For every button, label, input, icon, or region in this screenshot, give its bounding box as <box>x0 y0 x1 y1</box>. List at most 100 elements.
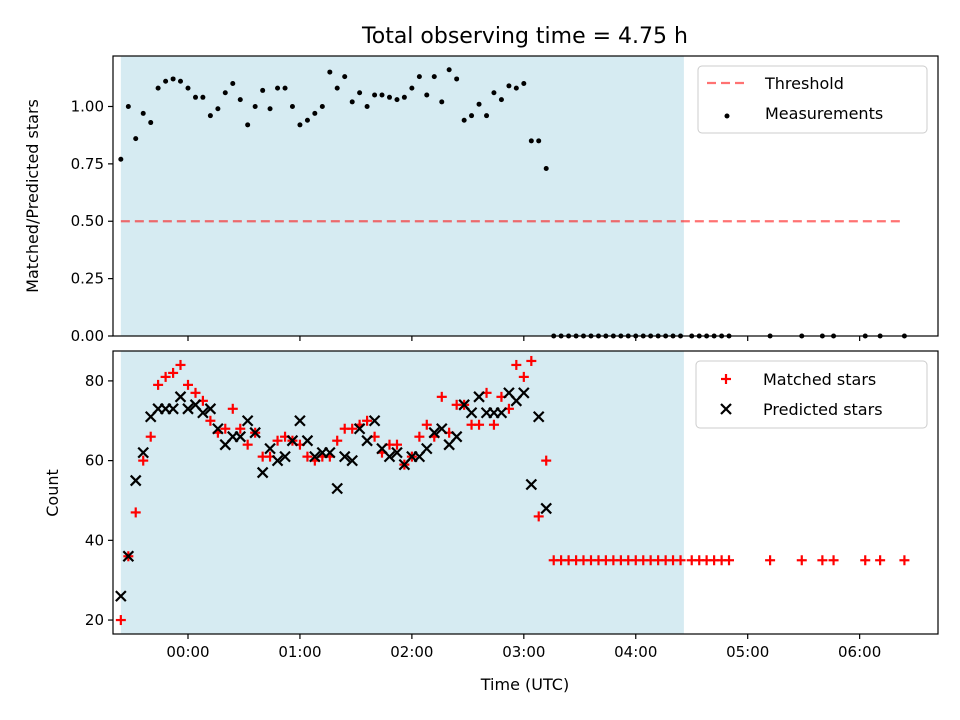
measurement-point <box>267 106 273 112</box>
matched-star-point <box>130 507 141 518</box>
predicted-star-point <box>518 387 530 399</box>
matched-star-point <box>488 419 499 430</box>
predicted-star-point <box>301 434 314 447</box>
matched-star-point <box>145 431 156 442</box>
predicted-star-point <box>420 442 433 455</box>
predicted-star-point <box>465 407 478 419</box>
predicted-star-point <box>294 414 306 427</box>
predicted-star-point <box>234 430 247 443</box>
measurement-point <box>513 85 519 91</box>
measurement-point <box>528 138 534 144</box>
measurement-point <box>222 90 228 96</box>
predicted-star-point <box>383 450 396 463</box>
measurement-point <box>260 87 266 93</box>
measurement-point <box>252 103 258 109</box>
measurement-point <box>401 94 407 100</box>
legend-matched-swatch <box>721 374 731 384</box>
measurement-point <box>125 103 131 109</box>
bottom-ytick-label: 60 <box>85 452 104 470</box>
measurement-point <box>379 92 385 98</box>
bottom-xtick-label: 02:00 <box>390 643 433 661</box>
bottom-xtick-label: 03:00 <box>502 643 545 661</box>
measurement-point <box>207 113 213 119</box>
top-ytick-label: 0.50 <box>71 212 104 230</box>
matched-star-point <box>817 555 828 566</box>
predicted-star-point <box>212 422 224 435</box>
top-ytick-label: 1.00 <box>71 97 104 115</box>
measurement-point <box>394 97 400 103</box>
matched-star-point <box>175 359 186 370</box>
predicted-star-point <box>256 466 269 479</box>
top-plot-frame <box>112 55 939 337</box>
predicted-star-point <box>532 410 545 423</box>
measurement-point <box>140 110 146 116</box>
matched-star-point <box>796 555 807 566</box>
predicted-star-point <box>122 550 135 563</box>
predicted-star-point <box>204 403 217 415</box>
predicted-star-point <box>391 446 403 459</box>
chart-title: Total observing time = 4.75 h <box>361 24 688 49</box>
measurement-point <box>282 85 288 91</box>
measurement-point <box>118 156 124 162</box>
measurement-point <box>230 81 236 87</box>
measurement-point <box>364 103 370 109</box>
matched-star-point <box>168 367 179 378</box>
measurement-point <box>498 97 504 103</box>
matched-star-point <box>414 431 425 442</box>
legend-predicted-label: Predicted stars <box>763 400 883 419</box>
measurement-point <box>155 85 161 91</box>
measurement-point <box>185 85 191 91</box>
bottom-xtick-label: 04:00 <box>614 643 657 661</box>
measurement-point <box>357 90 363 96</box>
predicted-star-point <box>495 407 508 419</box>
top-panel: 0.00 0.25 0.50 0.75 1.00 Matched/Predicted s… <box>23 55 939 345</box>
matched-star-point <box>391 439 402 450</box>
measurement-point <box>469 113 475 119</box>
matched-star-point <box>421 419 432 430</box>
matched-star-point <box>541 455 552 466</box>
bottom-xtick-label: 00:00 <box>166 643 209 661</box>
measurement-point <box>289 103 295 109</box>
matched-star-point <box>899 555 910 566</box>
measurement-point <box>193 94 198 100</box>
legend-measurement-swatch <box>724 113 730 119</box>
top-ytick-label: 0.75 <box>71 155 104 173</box>
predicted-star-point <box>264 442 276 455</box>
matched-star-point <box>272 435 283 446</box>
legend-matched-label: Matched stars <box>763 370 876 389</box>
matched-star-point <box>153 379 164 390</box>
matched-star-point <box>675 555 686 566</box>
bottom-ytick-label: 20 <box>85 611 104 629</box>
predicted-star-point <box>197 407 209 419</box>
bottom-xtick-label: 05:00 <box>726 643 769 661</box>
predicted-star-point <box>368 414 381 427</box>
matched-star-point <box>436 391 447 402</box>
predicted-star-point <box>271 454 284 467</box>
predicted-star-point <box>346 454 358 467</box>
measurement-point <box>319 103 325 109</box>
matched-star-point <box>227 403 238 414</box>
measurement-point <box>484 113 490 119</box>
measurement-point <box>275 85 281 91</box>
measurement-point <box>304 117 310 123</box>
measurement-point <box>133 136 139 142</box>
bottom-ytick-label: 40 <box>85 531 104 549</box>
predicted-star-point <box>129 474 142 487</box>
measurement-point <box>215 106 221 112</box>
top-ytick-label: 0.25 <box>71 270 104 288</box>
matched-star-point <box>765 555 776 566</box>
measurement-point <box>461 117 467 123</box>
measurement-point <box>386 94 392 100</box>
predicted-star-point <box>428 426 441 439</box>
bottom-plot-frame <box>112 350 939 635</box>
measurement-point <box>342 74 348 80</box>
predicted-star-point <box>353 422 366 435</box>
matched-star-point <box>220 423 231 434</box>
measurement-point <box>543 165 549 171</box>
matched-star-point <box>160 371 171 382</box>
matched-star-point <box>235 423 246 434</box>
measurement-point <box>372 92 378 98</box>
predicted-star-point <box>167 403 179 415</box>
matched-star-point <box>828 555 839 566</box>
matched-star-point <box>362 415 373 426</box>
